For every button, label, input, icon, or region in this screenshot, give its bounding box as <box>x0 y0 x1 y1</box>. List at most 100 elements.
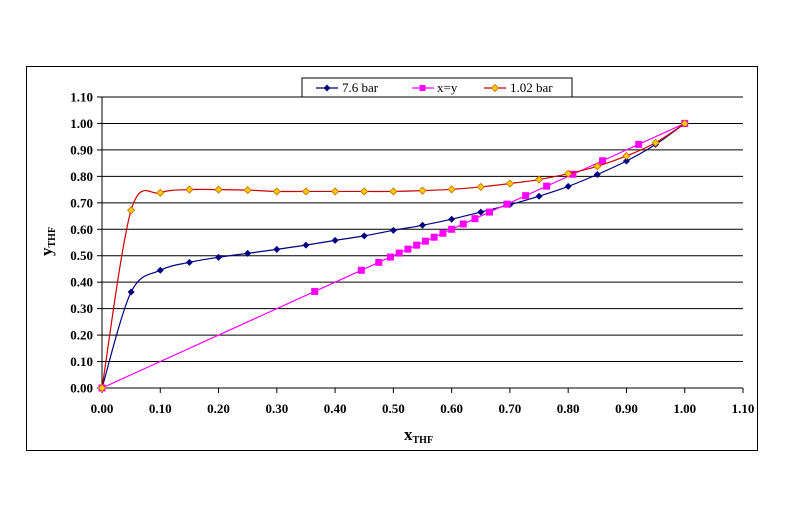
data-point <box>360 232 368 240</box>
y-tick-label: 0.80 <box>70 169 93 184</box>
data-point <box>459 220 467 228</box>
data-point <box>357 266 365 274</box>
y-tick-label: 0.60 <box>70 222 93 237</box>
x-axis-title: xTHF <box>404 425 433 446</box>
y-axis-title: yTHF <box>37 227 58 256</box>
data-point <box>185 258 193 266</box>
x-axis-ticks: 0.00 0.10 0.20 0.30 0.40 0.50 0.60 0.70 0.80 0.90… <box>91 388 755 416</box>
data-point <box>522 192 530 200</box>
data-point <box>395 249 403 257</box>
svg-text:x=y: x=y <box>437 80 458 95</box>
x-tick-label: 0.70 <box>499 401 522 416</box>
diamond-marker-icon <box>323 84 331 92</box>
data-point <box>302 241 310 249</box>
data-point <box>301 187 311 196</box>
data-point <box>503 200 511 208</box>
data-point <box>534 175 544 184</box>
data-point <box>535 192 543 200</box>
data-point <box>680 119 689 128</box>
y-tick-label: 0.90 <box>70 142 93 157</box>
legend-item-7-6-bar: 7.6 bar <box>316 80 379 95</box>
data-point <box>331 236 339 244</box>
y-tick-label: 0.30 <box>70 301 93 316</box>
data-point <box>471 215 479 223</box>
data-point <box>360 187 369 196</box>
data-point <box>430 233 438 241</box>
data-point <box>599 157 607 165</box>
y-tick-label: 0.40 <box>70 275 93 290</box>
data-point <box>622 157 630 165</box>
square-marker-icon <box>419 85 426 91</box>
data-point <box>273 245 281 253</box>
data-point <box>476 182 485 192</box>
data-point <box>244 249 252 257</box>
data-point <box>635 140 643 148</box>
legend-item-1-02-bar: 1.02 bar <box>484 80 553 95</box>
data-point <box>569 170 577 178</box>
data-point <box>389 226 397 234</box>
data-point <box>389 187 398 196</box>
hollow-diamond-marker-icon <box>490 83 500 93</box>
data-point <box>215 253 223 261</box>
data-point <box>156 266 164 274</box>
data-point <box>651 138 660 147</box>
data-point <box>331 187 340 196</box>
svg-text:7.6 bar: 7.6 bar <box>342 80 379 95</box>
data-point <box>486 208 494 216</box>
axes <box>101 97 743 389</box>
x-tick-label: 0.30 <box>265 401 288 416</box>
svg-text:1.02 bar: 1.02 bar <box>510 80 553 95</box>
data-point <box>418 186 427 195</box>
data-point <box>593 171 601 179</box>
data-point <box>421 237 429 245</box>
data-point <box>564 169 573 178</box>
x-tick-label: 0.40 <box>324 401 347 416</box>
y-tick-label: 1.10 <box>70 90 93 105</box>
series-1-02-bar <box>97 119 689 393</box>
data-point <box>214 185 223 194</box>
x-tick-label: 0.00 <box>91 401 114 416</box>
data-point <box>127 288 135 296</box>
data-point <box>156 188 165 197</box>
y-tick-label: 0.00 <box>70 381 93 396</box>
data-point <box>413 241 421 249</box>
data-point <box>593 162 602 171</box>
legend-item-x-eq-y: x=y <box>412 80 458 95</box>
data-point <box>243 186 252 195</box>
data-point <box>127 206 136 215</box>
series-group <box>97 119 689 393</box>
data-point <box>505 179 514 188</box>
data-point <box>419 221 426 229</box>
x-tick-label: 0.50 <box>382 401 405 416</box>
x-tick-label: 0.90 <box>615 401 638 416</box>
data-point <box>97 383 107 393</box>
x-tick-label: 0.20 <box>207 401 230 416</box>
x-tick-label: 0.10 <box>149 401 172 416</box>
data-point <box>185 185 194 194</box>
legend: 7.6 bar x=y 1.02 bar <box>301 77 573 98</box>
data-point <box>477 208 485 216</box>
data-point <box>564 182 572 190</box>
gridlines <box>102 96 743 363</box>
data-point <box>447 185 456 194</box>
data-point <box>375 258 383 266</box>
data-point <box>404 245 412 253</box>
data-point <box>386 253 394 261</box>
data-point <box>439 229 447 237</box>
data-point <box>622 151 631 161</box>
y-tick-label: 0.20 <box>70 328 93 343</box>
data-point <box>448 215 456 223</box>
x-tick-label: 1.10 <box>732 401 755 416</box>
data-point <box>272 187 281 196</box>
data-point <box>311 287 319 295</box>
y-axis-ticks: 0.00 0.10 0.20 0.30 0.40 0.50 0.60 0.70 0.80 0.90… <box>70 90 102 396</box>
y-tick-label: 0.10 <box>70 354 93 369</box>
data-point <box>448 225 456 233</box>
y-tick-label: 0.70 <box>70 195 93 210</box>
y-tick-label: 0.50 <box>70 248 93 263</box>
data-point <box>543 182 551 190</box>
x-tick-label: 0.80 <box>557 401 580 416</box>
y-tick-label: 1.00 <box>70 116 93 131</box>
x-tick-label: 0.60 <box>440 401 463 416</box>
